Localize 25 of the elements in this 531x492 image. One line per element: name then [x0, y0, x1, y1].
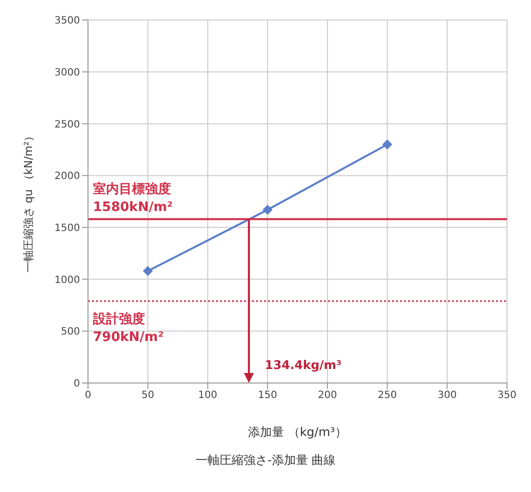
y-tick-label: 0 [74, 378, 80, 390]
x-tick-label: 150 [258, 390, 278, 402]
x-tick-label: 0 [84, 390, 92, 402]
y-tick-label: 1500 [54, 222, 80, 234]
x-tick-label: 350 [497, 390, 517, 402]
ref-line-label: 134.4kg/m³ [264, 358, 342, 372]
y-axis-title: 一軸圧縮強さ qu （kN/m²） [22, 130, 35, 273]
text: 一軸圧縮強さ-添加量 曲線 [194, 452, 337, 469]
y-tick-label: 500 [60, 326, 80, 338]
point [382, 139, 392, 150]
x-tick-label: 100 [198, 390, 218, 402]
point [262, 204, 273, 215]
y-tick-label: 1000 [54, 274, 80, 286]
point [142, 266, 153, 276]
ref-line-label: 設計強度 790kN/m² [92, 311, 164, 346]
ref-line-label: 室内目標強度 1580kN/m² [93, 181, 173, 216]
y-tick-label: 3500 [54, 16, 80, 27]
y-tick-label: 2000 [54, 171, 80, 182]
x-tick-label: 200 [318, 390, 337, 402]
y-tick-label: 2500 [54, 119, 80, 130]
x-tick-label: 300 [438, 390, 457, 402]
y-tick-label: 3000 [54, 67, 80, 78]
x-axis-title: 添加量 （kg/m³） [248, 425, 347, 439]
x-tick-label: 250 [378, 390, 397, 402]
x-tick-label: 50 [141, 390, 154, 402]
